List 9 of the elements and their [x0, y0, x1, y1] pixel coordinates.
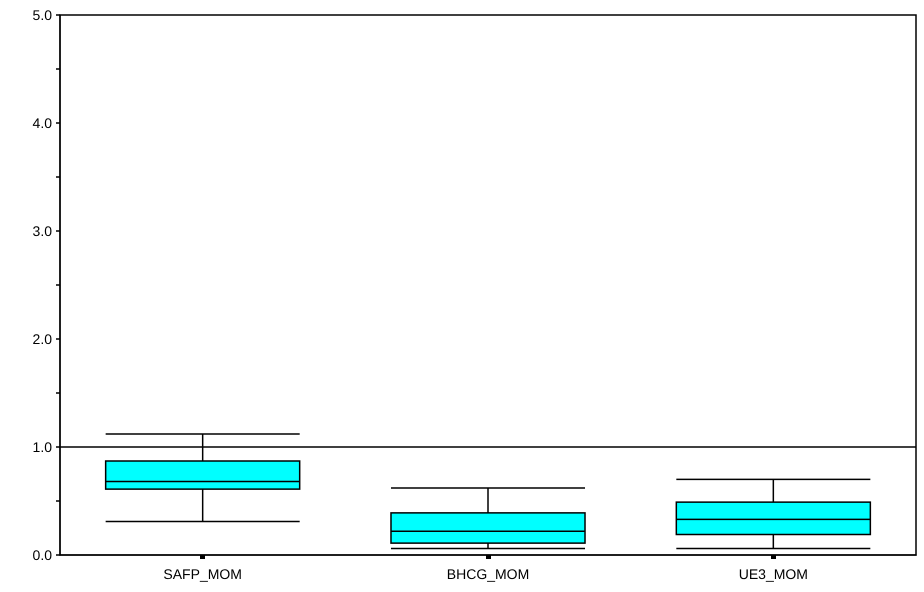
x-tick-label: BHCG_MOM [446, 566, 530, 582]
y-tick-label: 4.0 [32, 115, 52, 131]
y-tick-label: 0.0 [32, 547, 52, 563]
x-tick-label: SAFP_MOM [163, 566, 242, 582]
y-tick-label: 2.0 [32, 331, 52, 347]
y-tick-label: 1.0 [32, 439, 52, 455]
y-tick-label: 5.0 [32, 7, 52, 23]
x-tick-label: UE3_MOM [738, 566, 808, 582]
y-tick-label: 3.0 [32, 223, 52, 239]
